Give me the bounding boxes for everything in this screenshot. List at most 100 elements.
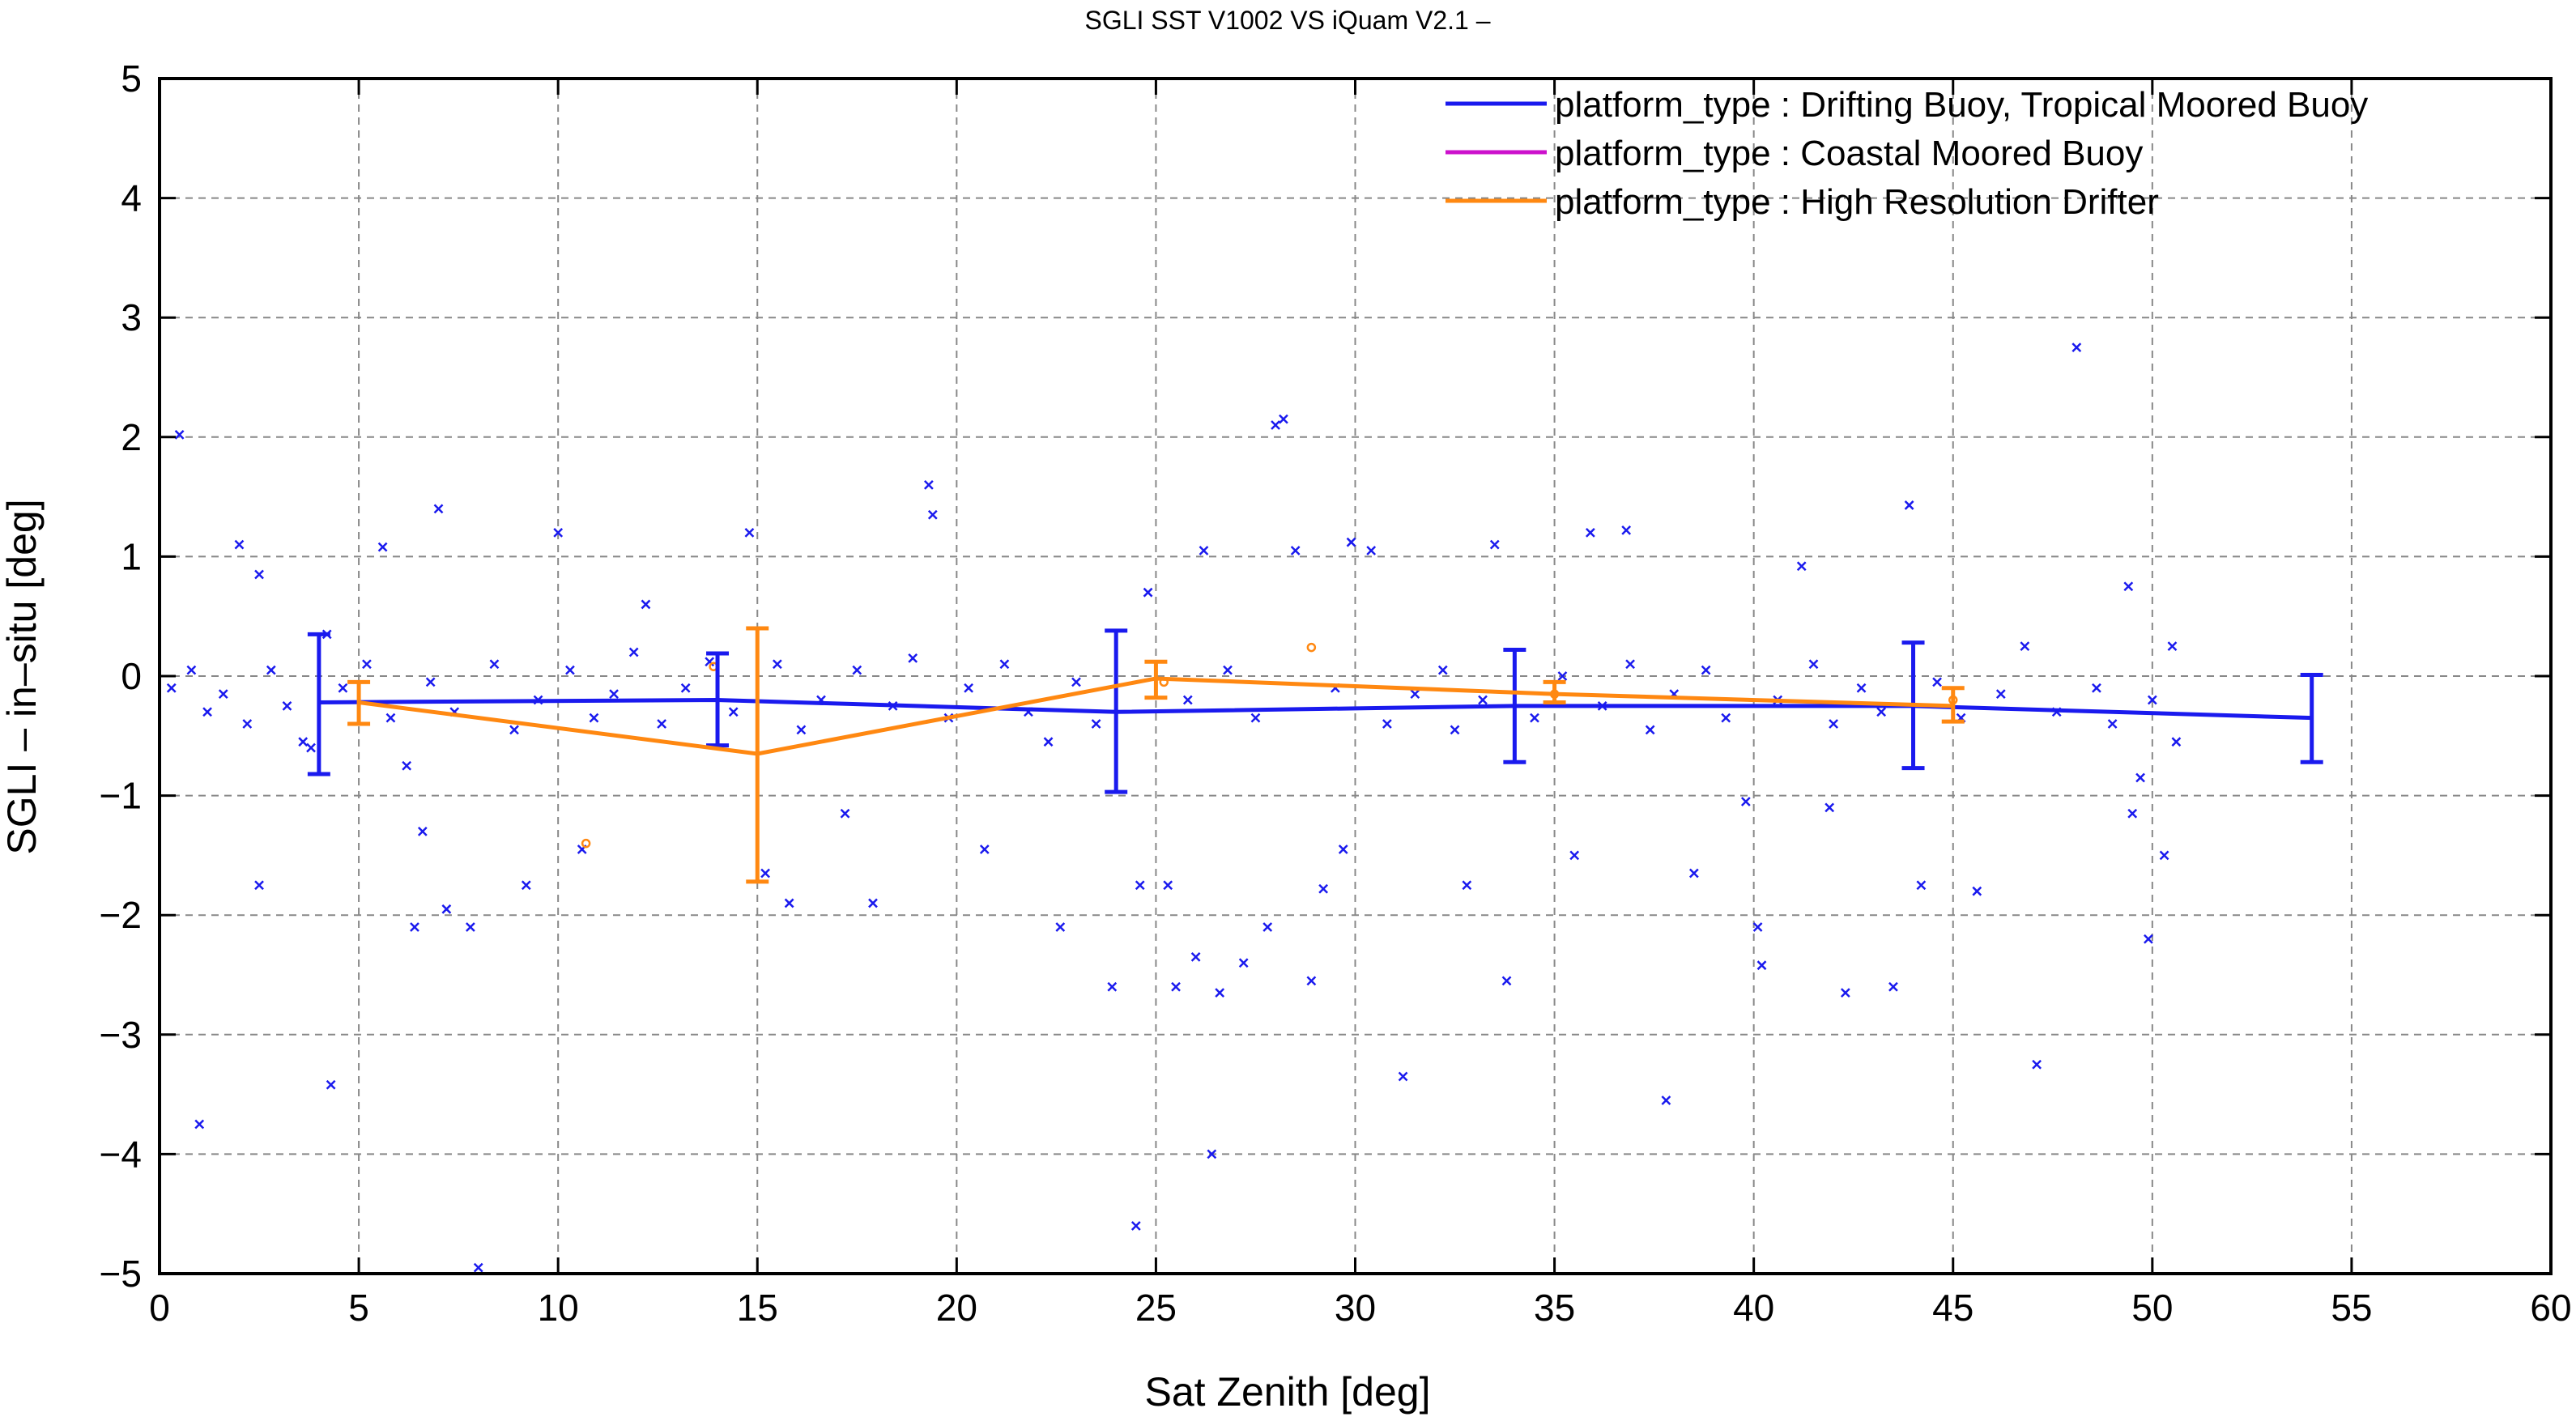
data-point xyxy=(1382,719,1392,729)
y-tick-label: 2 xyxy=(121,416,142,458)
y-tick-label: −3 xyxy=(100,1014,142,1056)
data-point xyxy=(1808,659,1819,670)
data-point xyxy=(2144,934,2153,944)
data-point xyxy=(2135,772,2145,783)
data-point xyxy=(1856,683,1867,693)
data-point xyxy=(609,689,619,700)
data-point xyxy=(282,701,292,711)
x-tick-label: 60 xyxy=(2530,1287,2571,1329)
data-point xyxy=(2127,808,2138,819)
x-tick-label: 15 xyxy=(737,1287,778,1329)
data-point xyxy=(1207,1149,1217,1159)
data-point xyxy=(1290,546,1301,555)
data-point xyxy=(772,659,782,670)
data-point xyxy=(1478,695,1488,705)
x-tick-label: 35 xyxy=(1534,1287,1575,1329)
data-point xyxy=(1501,976,1512,986)
data-point xyxy=(641,599,651,610)
data-point xyxy=(923,479,934,490)
data-point xyxy=(2032,1059,2042,1070)
data-point xyxy=(1279,414,1288,424)
data-point xyxy=(417,826,428,836)
data-point xyxy=(1338,845,1348,854)
data-point xyxy=(410,922,419,932)
data-point xyxy=(2167,641,2178,651)
data-point xyxy=(1661,1096,1671,1105)
data-point xyxy=(1107,981,1118,992)
legend-label: platform_type : Drifting Buoy, Tropical … xyxy=(1555,85,2368,125)
legend-label: platform_type : High Resolution Drifter xyxy=(1555,182,2159,222)
data-point xyxy=(1262,922,1273,932)
data-point xyxy=(1043,737,1054,747)
data-point xyxy=(326,1079,336,1090)
data-point xyxy=(1271,420,1280,430)
data-point xyxy=(1223,665,1233,675)
data-point xyxy=(218,689,228,700)
data-point xyxy=(1904,500,1914,510)
data-point xyxy=(1701,665,1711,675)
data-point xyxy=(1462,880,1472,891)
y-tick-label: 5 xyxy=(121,57,142,100)
grid-lines xyxy=(160,79,2551,1274)
y-tick-label: −4 xyxy=(100,1133,142,1175)
data-point xyxy=(2147,695,2157,705)
data-point xyxy=(425,677,436,687)
x-tick-label: 45 xyxy=(1932,1287,1974,1329)
data-point xyxy=(1489,539,1500,550)
x-tick-label: 20 xyxy=(936,1287,977,1329)
data-point xyxy=(1824,802,1835,813)
mean-line xyxy=(318,698,2312,721)
y-tick-label: 4 xyxy=(121,177,142,219)
data-point xyxy=(728,707,739,717)
data-point xyxy=(1972,886,1982,896)
x-tick-label: 25 xyxy=(1135,1287,1177,1329)
data-point xyxy=(362,659,372,670)
chart-title: SGLI SST V1002 VS iQuam V2.1 – xyxy=(1084,6,1490,35)
data-point xyxy=(1625,659,1635,670)
legend-label: platform_type : Coastal Moored Buoy xyxy=(1555,134,2143,173)
data-point xyxy=(1398,1071,1408,1082)
x-tick-label: 55 xyxy=(2331,1287,2372,1329)
y-tick-label: −1 xyxy=(100,775,142,817)
y-tick-label: 3 xyxy=(121,296,142,338)
data-point xyxy=(796,725,807,735)
data-point xyxy=(521,880,531,891)
x-tick-label: 10 xyxy=(538,1287,579,1329)
data-point xyxy=(1840,988,1850,998)
data-point xyxy=(1829,719,1838,729)
data-point xyxy=(385,713,396,723)
data-point xyxy=(186,665,197,675)
data-point xyxy=(1215,988,1225,998)
data-point xyxy=(1721,713,1731,723)
data-point xyxy=(2020,641,2030,651)
data-point xyxy=(1621,525,1632,535)
x-tick-label: 30 xyxy=(1335,1287,1376,1329)
data-point xyxy=(466,922,475,932)
data-point xyxy=(298,737,309,747)
data-point xyxy=(565,665,575,675)
data-point xyxy=(1163,880,1173,891)
data-point xyxy=(1569,850,1580,861)
data-point xyxy=(1055,922,1066,932)
y-tick-label: −5 xyxy=(100,1253,142,1295)
data-point xyxy=(1130,1221,1141,1231)
data-point xyxy=(1091,719,1101,729)
data-point xyxy=(1437,665,1448,675)
data-point xyxy=(1557,671,1568,681)
data-point xyxy=(1740,797,1751,806)
data-point xyxy=(254,880,264,891)
data-point xyxy=(1318,883,1329,894)
data-point xyxy=(266,665,276,675)
data-point xyxy=(1688,868,1699,879)
data-point xyxy=(1182,695,1193,705)
data-point xyxy=(999,659,1010,670)
data-point xyxy=(2171,737,2182,747)
data-point xyxy=(1071,677,1081,687)
data-point xyxy=(433,504,444,514)
data-point xyxy=(1932,677,1942,687)
data-point xyxy=(1143,587,1153,598)
data-point xyxy=(1876,707,1887,717)
mean-lines xyxy=(307,626,2323,884)
data-point xyxy=(1366,546,1377,555)
